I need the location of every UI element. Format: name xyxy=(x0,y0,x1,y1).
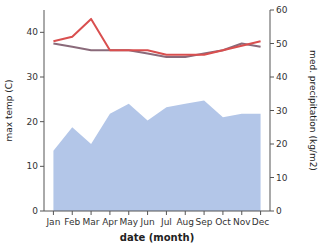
y2-tick-label: 30 xyxy=(276,106,288,116)
x-tick xyxy=(204,211,205,215)
y2-tick-label: 40 xyxy=(276,72,288,82)
x-tick-label: Apr xyxy=(102,217,118,227)
x-tick xyxy=(147,211,148,215)
y2-tick xyxy=(270,43,274,44)
y2-axis-label: med. precipitation (kg/m2) xyxy=(308,50,318,171)
chart-svg: Jan FebMarAprMayJun Jul AugSepOctNovDec 0 10 2… xyxy=(0,0,318,247)
x-tick xyxy=(128,211,129,215)
y2-tick-label: 60 xyxy=(276,5,288,15)
x-tick xyxy=(185,211,186,215)
y-tick xyxy=(40,166,44,167)
x-tick-label: Jul xyxy=(160,217,172,227)
x-tick-label: Dec xyxy=(252,217,269,227)
x-tick xyxy=(241,211,242,215)
y-tick xyxy=(40,211,44,212)
x-tick xyxy=(72,211,73,215)
y-tick-label: 20 xyxy=(27,117,39,127)
y2-tick-label: 50 xyxy=(276,39,288,49)
x-tick xyxy=(109,211,110,215)
y-axis-line xyxy=(44,10,45,211)
y-tick xyxy=(40,121,44,122)
x-tick-label: Jan xyxy=(45,217,60,227)
y-tick-label: 10 xyxy=(27,161,39,171)
y2-tick xyxy=(270,77,274,78)
y-tick xyxy=(40,32,44,33)
x-tick xyxy=(260,211,261,215)
y2-tick xyxy=(270,10,274,11)
x-tick-label: Mar xyxy=(83,217,100,227)
x-tick-label: Feb xyxy=(64,217,80,227)
y2-tick xyxy=(270,211,274,212)
y-tick-label: 0 xyxy=(32,206,38,216)
y2-tick xyxy=(270,144,274,145)
x-tick xyxy=(53,211,54,215)
x-tick xyxy=(91,211,92,215)
x-tick-label: Nov xyxy=(233,217,251,227)
y-axis-label: max temp (C) xyxy=(4,79,14,141)
y2-tick-label: 10 xyxy=(276,173,288,183)
line xyxy=(53,44,260,57)
y2-tick xyxy=(270,177,274,178)
x-tick-label: Aug xyxy=(176,217,194,227)
x-axis-line xyxy=(44,211,270,212)
x-tick-label: May xyxy=(119,217,138,227)
y2-tick-label: 0 xyxy=(276,206,282,216)
x-tick xyxy=(166,211,167,215)
y-tick xyxy=(40,77,44,78)
area xyxy=(53,100,260,211)
x-tick-label: Jun xyxy=(140,217,155,227)
x-tick-label: Oct xyxy=(215,217,231,227)
x-axis-label: date (month) xyxy=(120,232,194,243)
y-tick-label: 30 xyxy=(27,72,39,82)
x-tick xyxy=(222,211,223,215)
chart-container: Jan FebMarAprMayJun Jul AugSepOctNovDec 0 10 2… xyxy=(0,0,318,247)
plot-area xyxy=(53,19,260,211)
x-tick-label: Sep xyxy=(196,217,213,227)
y-tick-label: 40 xyxy=(27,27,39,37)
y2-tick-label: 20 xyxy=(276,139,288,149)
y2-tick xyxy=(270,110,274,111)
line xyxy=(53,19,260,55)
